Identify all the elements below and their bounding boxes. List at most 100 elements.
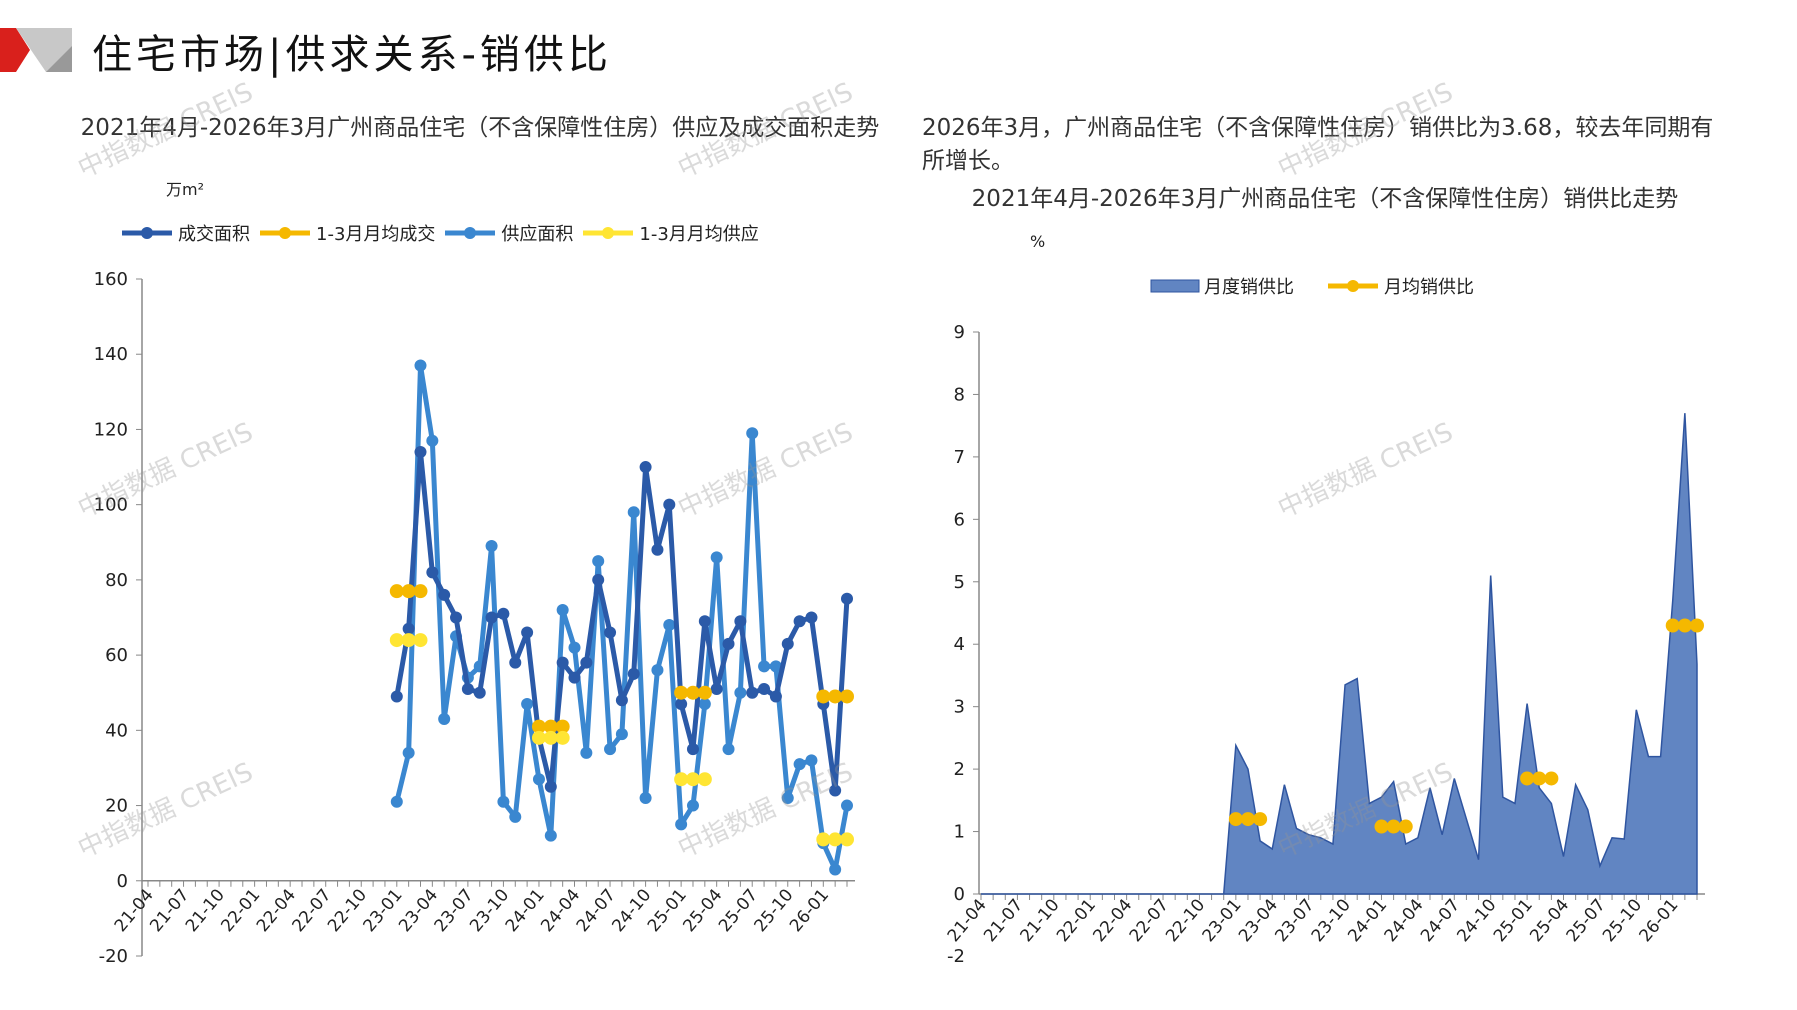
deal-area-point	[627, 667, 640, 680]
supply-area-point	[592, 555, 605, 568]
supply-area-point	[627, 506, 640, 519]
right-x-tick-label: 23-10	[1308, 895, 1355, 946]
left-x-tick-label: 25-04	[679, 885, 726, 936]
left-x-tick-label: 24-04	[537, 885, 584, 936]
deal-avg-point	[685, 685, 700, 700]
deal-avg-point	[401, 584, 416, 599]
deal-area-point	[580, 656, 593, 669]
supply-area-point	[426, 434, 439, 447]
legend-supply-avg: 1-3月月均供应	[581, 220, 759, 246]
supply-area-point	[604, 743, 617, 756]
left-y-tick-label: 0	[117, 871, 128, 892]
right-x-tick-label: 23-01	[1199, 895, 1246, 946]
left-x-tick-label: 23-01	[360, 885, 407, 936]
deal-avg-point	[674, 685, 689, 700]
supply-avg-point	[685, 772, 700, 787]
right-y-tick-label: 4	[954, 634, 965, 655]
left-x-tick-label: 21-04	[111, 885, 158, 936]
right-y-tick-label: 9	[954, 322, 965, 343]
left-y-tick-label: 60	[105, 645, 128, 666]
left-x-tick-label: 22-01	[217, 885, 264, 936]
right-x-tick-label: 24-10	[1453, 895, 1500, 946]
supply-area-point	[781, 792, 794, 805]
supply-area-point	[734, 686, 747, 699]
supply-area-point	[675, 818, 688, 831]
deal-area-point	[686, 743, 699, 756]
right-x-tick-label: 22-01	[1053, 895, 1100, 946]
legend-ratio-swatch-icon	[1150, 279, 1200, 293]
supply-area-point	[438, 713, 451, 726]
deal-area-point	[414, 446, 427, 459]
left-x-tick-label: 24-01	[502, 885, 549, 936]
right-bottom-label: -2	[947, 946, 965, 967]
right-x-tick-label: 22-07	[1126, 895, 1173, 946]
deal-area-point	[841, 592, 853, 605]
right-summary-note: 2026年3月，广州商品住宅（不含保障性住房）销供比为3.68，较去年同期有所增…	[922, 115, 1714, 174]
logo-shape-icon	[0, 28, 72, 72]
ratio-avg-point	[1520, 771, 1535, 786]
deal-area-point	[722, 637, 735, 650]
right-y-tick-label: 0	[954, 884, 965, 905]
deal-area-point	[497, 607, 510, 620]
right-x-tick-label: 25-04	[1526, 895, 1573, 946]
ratio-avg-point	[1228, 812, 1243, 827]
left-y-tick-label: 160	[94, 269, 128, 290]
left-y-tick-label: 140	[94, 344, 128, 365]
page-title: 住宅市场|供求关系-销供比	[92, 32, 612, 78]
supply-area-point	[509, 810, 522, 823]
left-x-tick-label: 21-10	[182, 885, 229, 936]
legend-ratio-avg-marker-icon	[1328, 280, 1378, 292]
right-x-tick-label: 25-10	[1599, 895, 1646, 946]
right-y-tick-label: 3	[954, 697, 965, 718]
deal-area-point	[615, 694, 628, 707]
deal-avg-point	[531, 719, 546, 734]
legend-deal: 成交面积	[120, 220, 250, 246]
supply-avg-point	[816, 832, 831, 847]
deal-area-point	[438, 588, 451, 601]
left-x-tick-label: 22-10	[324, 885, 371, 936]
deal-area-point	[461, 682, 474, 695]
supply-area-point	[390, 795, 403, 808]
right-y-tick-label: 6	[954, 509, 965, 530]
right-x-tick-label: 25-07	[1563, 895, 1610, 946]
deal-area-point	[604, 626, 617, 639]
deal-area-point	[556, 656, 569, 669]
supply-area-point	[841, 799, 853, 812]
supply-avg-point	[531, 730, 546, 745]
supply-avg-point	[697, 772, 712, 787]
supply-area-point	[639, 792, 652, 805]
supply-area-point	[580, 746, 593, 759]
supply-area-point	[698, 698, 711, 711]
left-y-tick-label: 80	[105, 570, 128, 591]
deal-area-point	[426, 566, 439, 579]
legend-ratio: 月度销供比	[1150, 273, 1294, 299]
supply-area-point	[521, 698, 534, 711]
supply-area-point	[544, 829, 557, 842]
left-x-tick-label: 23-04	[395, 885, 442, 936]
supply-area-point	[805, 754, 818, 767]
left-x-tick-label: 25-01	[644, 885, 691, 936]
supply-area-point	[532, 773, 545, 786]
supply-area-point	[722, 743, 735, 756]
ratio-avg-point	[1374, 819, 1389, 834]
ratio-avg-point	[1544, 771, 1559, 786]
left-x-tick-label: 21-07	[146, 885, 193, 936]
ratio-avg-point	[1677, 618, 1692, 633]
brand-logo	[0, 28, 72, 72]
left-y-tick-label: 40	[105, 720, 128, 741]
supply-area-point	[829, 863, 842, 876]
ratio-avg-point	[1532, 771, 1547, 786]
supply-area-point	[758, 660, 771, 673]
right-chart-title: 2021年4月-2026年3月广州商品住宅（不含保障性住房）销供比走势	[971, 186, 1679, 212]
right-x-tick-label: 22-10	[1162, 895, 1209, 946]
deal-area-point	[450, 611, 463, 624]
legend-ratio-avg: 月均销供比	[1326, 273, 1474, 299]
left-y-tick-label: -20	[99, 946, 128, 967]
supply-avg-point	[543, 730, 558, 745]
legend-supply-avg-marker-icon	[583, 227, 634, 239]
deal-area-point	[592, 573, 605, 586]
supply-area-point	[556, 603, 569, 616]
right-x-tick-label: 24-01	[1344, 895, 1391, 946]
deal-area-point	[651, 543, 664, 556]
supply-avg-point	[413, 633, 428, 648]
